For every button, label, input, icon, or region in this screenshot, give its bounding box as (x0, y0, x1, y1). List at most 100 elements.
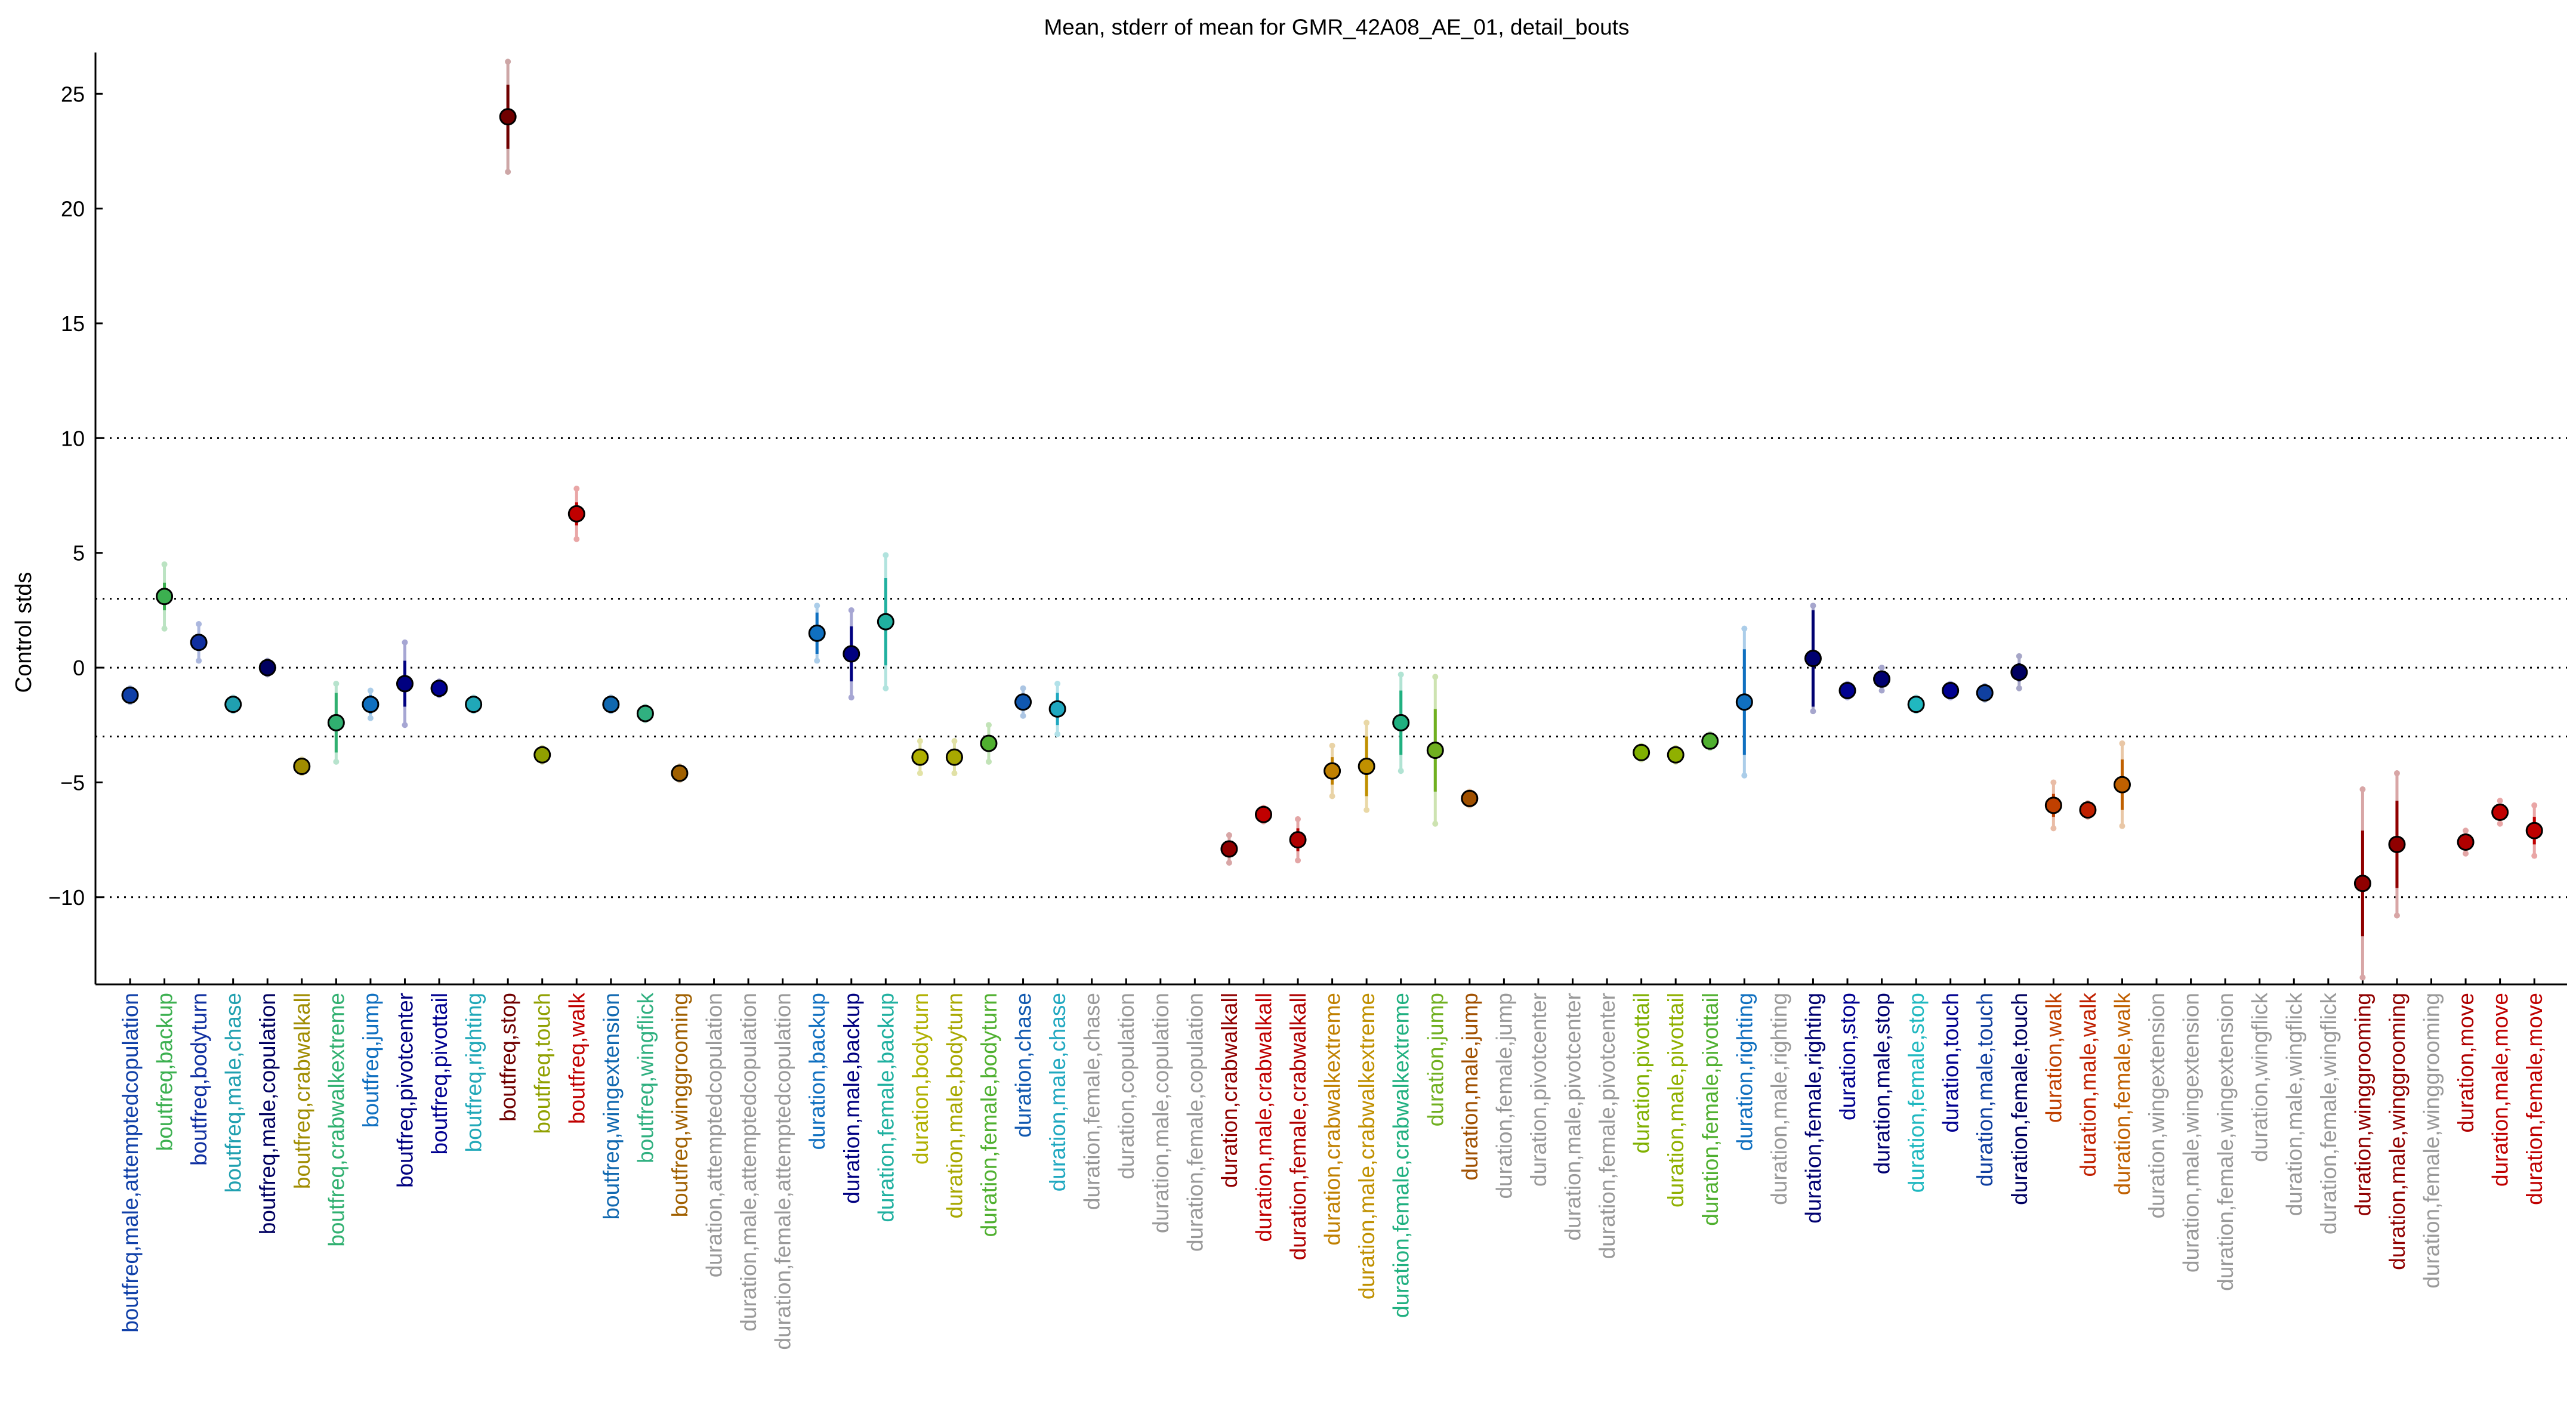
y-tick-label: 20 (61, 197, 85, 221)
error-cap-top (1329, 742, 1335, 749)
data-point (1873, 670, 1891, 688)
data-point (1392, 714, 1410, 731)
x-tick-label: duration,crabwalkall (1217, 993, 1242, 1188)
x-tick-label: duration,pivotcenter (1526, 993, 1551, 1187)
x-tick-label: duration,male,crabwalkall (1251, 993, 1276, 1242)
y-axis-label: Control stds (11, 572, 36, 693)
data-point (877, 613, 894, 631)
x-tick-label: duration,female,crabwalkall (1286, 993, 1310, 1260)
error-cap-bottom (1363, 807, 1370, 813)
x-tick-label: duration,male,walk (2076, 993, 2100, 1177)
x-tick-label: duration,female,move (2522, 993, 2547, 1205)
error-cap-bottom (505, 169, 511, 175)
error-cap-top (2359, 786, 2366, 792)
x-tick-label: duration,male,copulation (1149, 993, 1173, 1233)
x-tick-label: duration,jump (1423, 993, 1448, 1126)
data-point (2491, 803, 2509, 821)
x-tick-label: duration,male,wingextension (2179, 993, 2204, 1273)
data-point (911, 748, 929, 766)
error-cap-bottom (161, 625, 168, 632)
data-point (293, 758, 311, 776)
data-point (362, 696, 380, 714)
x-tick-label: duration,female,attemptedcopulation (771, 993, 795, 1350)
error-cap-top (986, 722, 992, 728)
x-tick-label: duration,male,crabwalkextreme (1355, 993, 1379, 1299)
error-cap-top (2050, 779, 2057, 786)
error-cap-bottom (2393, 912, 2400, 919)
data-point (2044, 796, 2062, 814)
error-cap-top (367, 687, 374, 694)
x-tick-label: duration,female,copulation (1183, 993, 1207, 1252)
data-point (2113, 776, 2131, 793)
x-tick-label: duration,female,walk (2110, 993, 2134, 1196)
x-tick-label: duration,female,wingflick (2316, 993, 2341, 1235)
x-tick-label: duration,female,winggrooming (2420, 993, 2444, 1289)
error-cap-bottom (848, 694, 854, 701)
error-cap-top (1810, 603, 1816, 609)
data-point (1907, 696, 1925, 714)
data-point (636, 705, 654, 722)
x-tick-label: duration,male,jump (1458, 993, 1482, 1181)
error-cap-bottom (1020, 712, 1026, 719)
data-point (1324, 762, 1341, 780)
x-tick-label: duration,female,pivotcenter (1595, 993, 1619, 1259)
x-tick-label: duration,male,chase (1045, 993, 1070, 1191)
data-point (2010, 663, 2028, 681)
x-tick-label: duration,walk (2041, 993, 2066, 1123)
error-cap-bottom (986, 758, 992, 765)
error-cap-bottom (917, 770, 923, 777)
error-cap-top (2119, 740, 2125, 747)
error-cap-top (196, 620, 202, 627)
error-cap-top (2393, 770, 2400, 777)
x-tick-label: duration,wingextension (2145, 993, 2169, 1218)
y-tick-label: 5 (73, 541, 85, 566)
x-tick-label: duration,male,touch (1973, 993, 1997, 1187)
data-point (156, 588, 174, 606)
x-tick-label: boutfreq,righting (462, 993, 486, 1152)
x-tick-label: duration,male,pivottail (1664, 993, 1688, 1208)
error-cap-bottom (2119, 823, 2125, 829)
x-tick-label: duration,bodyturn (908, 993, 933, 1165)
x-tick-label: boutfreq,male,copulation (255, 993, 280, 1234)
x-tick-label: duration,crabwalkextreme (1321, 993, 1345, 1246)
x-tick-label: boutfreq,bodyturn (187, 993, 211, 1166)
x-tick-label: duration,male,bodyturn (942, 993, 967, 1218)
x-tick-label: boutfreq,jump (359, 993, 383, 1128)
error-cap-top (2016, 653, 2022, 659)
data-point (121, 686, 139, 704)
data-point (1461, 789, 1479, 807)
x-tick-label: boutfreq,pivotcenter (393, 993, 417, 1188)
data-point (2079, 801, 2097, 819)
x-tick-label: duration,male,pivotcenter (1561, 993, 1585, 1240)
error-cap-bottom (1295, 857, 1301, 864)
x-tick-label: duration,male,winggrooming (2385, 993, 2410, 1270)
data-point (1942, 682, 1960, 700)
error-cap-bottom (1810, 708, 1816, 715)
y-tick-label: 10 (61, 426, 85, 450)
data-point (2525, 822, 2543, 839)
x-tick-label: duration,chase (1011, 993, 1036, 1138)
error-cap-top (333, 681, 340, 687)
y-tick-label: 25 (61, 82, 85, 106)
error-cap-top (1432, 674, 1439, 680)
data-point (1426, 742, 1444, 759)
x-tick-label: boutfreq,backup (153, 993, 177, 1151)
x-tick-label: duration,female,righting (1801, 993, 1825, 1224)
data-point (1633, 743, 1651, 761)
error-cap-bottom (2016, 685, 2022, 691)
error-cap-top (1397, 671, 1404, 678)
data-point (1014, 693, 1032, 711)
error-cap-bottom (1329, 793, 1335, 799)
error-cap-top (1020, 685, 1026, 691)
x-tick-label: duration,female,jump (1492, 993, 1516, 1199)
data-point (567, 505, 585, 523)
error-cap-bottom (1226, 860, 1232, 866)
error-cap-bottom (2497, 820, 2503, 827)
x-tick-label: boutfreq,wingextension (599, 993, 624, 1220)
error-cap-bottom (2359, 974, 2366, 981)
data-point (533, 746, 551, 764)
data-point (1358, 758, 1375, 776)
x-tick-label: boutfreq,stop (496, 993, 520, 1122)
x-tick-label: boutfreq,winggrooming (668, 993, 692, 1217)
x-tick-label: boutfreq,male,attemptedcopulation (118, 993, 143, 1333)
